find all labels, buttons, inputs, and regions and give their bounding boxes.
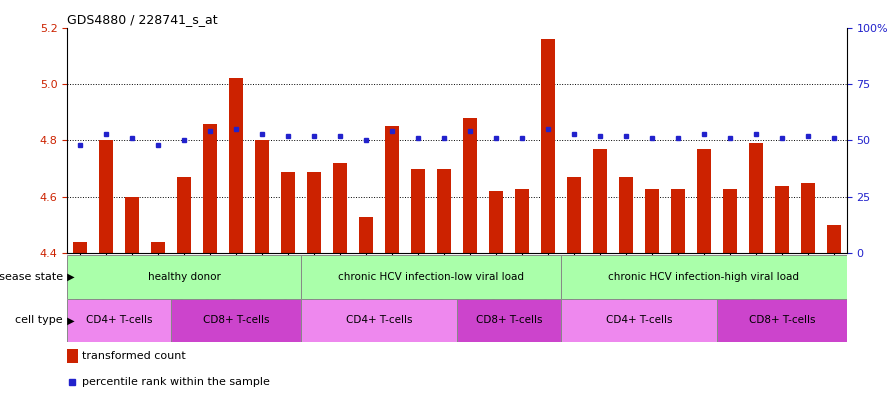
Bar — [301, 299, 457, 342]
Text: ▶: ▶ — [64, 272, 74, 282]
Bar — [775, 186, 788, 253]
Text: healthy donor: healthy donor — [148, 272, 220, 282]
Bar — [723, 189, 737, 253]
Bar — [281, 172, 295, 253]
Text: chronic HCV infection-low viral load: chronic HCV infection-low viral load — [338, 272, 524, 282]
Bar — [411, 169, 425, 253]
Text: transformed count: transformed count — [82, 351, 185, 361]
Bar — [99, 141, 113, 253]
Text: ▶: ▶ — [64, 315, 74, 325]
Bar — [255, 141, 269, 253]
Text: disease state: disease state — [0, 272, 63, 282]
Text: CD8+ T-cells: CD8+ T-cells — [476, 315, 542, 325]
Bar — [151, 242, 165, 253]
Bar — [457, 299, 561, 342]
Bar — [301, 255, 561, 299]
Bar — [177, 177, 191, 253]
Text: CD4+ T-cells: CD4+ T-cells — [346, 315, 412, 325]
Bar — [671, 189, 685, 253]
Bar — [229, 78, 243, 253]
Text: cell type: cell type — [15, 315, 63, 325]
Bar — [67, 349, 78, 364]
Bar — [645, 189, 659, 253]
Bar — [801, 183, 814, 253]
Bar — [619, 177, 633, 253]
Text: CD8+ T-cells: CD8+ T-cells — [202, 315, 270, 325]
Bar — [385, 127, 399, 253]
Bar — [125, 197, 139, 253]
Text: CD8+ T-cells: CD8+ T-cells — [748, 315, 815, 325]
Bar — [489, 191, 503, 253]
Bar — [567, 177, 581, 253]
Bar — [307, 172, 321, 253]
Bar — [541, 39, 555, 253]
Bar — [67, 299, 171, 342]
Bar — [717, 299, 847, 342]
Bar — [171, 299, 301, 342]
Bar — [463, 118, 477, 253]
Text: chronic HCV infection-high viral load: chronic HCV infection-high viral load — [608, 272, 799, 282]
Bar — [561, 299, 717, 342]
Bar — [437, 169, 451, 253]
Bar — [697, 149, 711, 253]
Text: percentile rank within the sample: percentile rank within the sample — [82, 377, 270, 387]
Text: CD4+ T-cells: CD4+ T-cells — [86, 315, 152, 325]
Text: GDS4880 / 228741_s_at: GDS4880 / 228741_s_at — [67, 13, 218, 26]
Bar — [333, 163, 347, 253]
Bar — [827, 225, 840, 253]
Text: CD4+ T-cells: CD4+ T-cells — [606, 315, 672, 325]
Bar — [359, 217, 373, 253]
Bar — [749, 143, 762, 253]
Bar — [67, 255, 301, 299]
Bar — [203, 123, 217, 253]
Bar — [593, 149, 607, 253]
Bar — [561, 255, 847, 299]
Bar — [515, 189, 529, 253]
Bar — [73, 242, 87, 253]
